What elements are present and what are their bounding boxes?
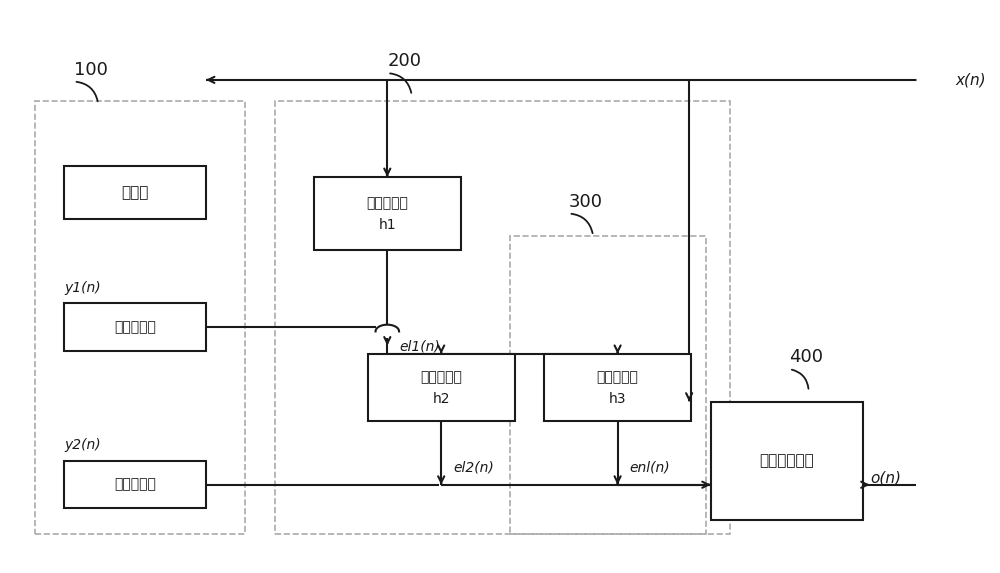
Text: 第二麦克风: 第二麦克风 [114, 477, 156, 492]
Text: o(n): o(n) [870, 470, 901, 485]
Text: h2: h2 [432, 392, 450, 406]
Bar [711, 402, 863, 520]
Text: y2(n): y2(n) [64, 438, 101, 452]
Circle shape [916, 485, 943, 501]
Bar [544, 354, 691, 421]
Bar [368, 354, 515, 421]
Text: el2(n): el2(n) [453, 461, 494, 475]
Bar [510, 236, 706, 533]
Bar [64, 303, 206, 351]
Text: el1(n): el1(n) [399, 340, 440, 354]
Text: 400: 400 [789, 348, 823, 366]
Text: 300: 300 [569, 193, 603, 211]
Text: y1(n): y1(n) [64, 281, 101, 295]
Bar [64, 166, 206, 219]
Text: 第二滤波器: 第二滤波器 [420, 371, 462, 384]
Text: 第一滤波器: 第一滤波器 [366, 197, 408, 210]
Text: 第三滤波器: 第三滤波器 [597, 371, 639, 384]
Text: x(n): x(n) [956, 72, 986, 87]
Text: 回声抑制模块: 回声抑制模块 [759, 453, 814, 468]
Text: h1: h1 [378, 218, 396, 231]
Bar [314, 177, 461, 250]
Text: h3: h3 [609, 392, 626, 406]
Bar [34, 101, 245, 533]
Circle shape [917, 72, 945, 88]
Text: 100: 100 [74, 61, 108, 79]
Text: 200: 200 [387, 52, 421, 70]
Bar [275, 101, 730, 533]
Text: 扬声器: 扬声器 [121, 185, 149, 200]
Text: enl(n): enl(n) [629, 461, 670, 475]
Text: 第一麦克风: 第一麦克风 [114, 320, 156, 334]
Bar [64, 461, 206, 508]
